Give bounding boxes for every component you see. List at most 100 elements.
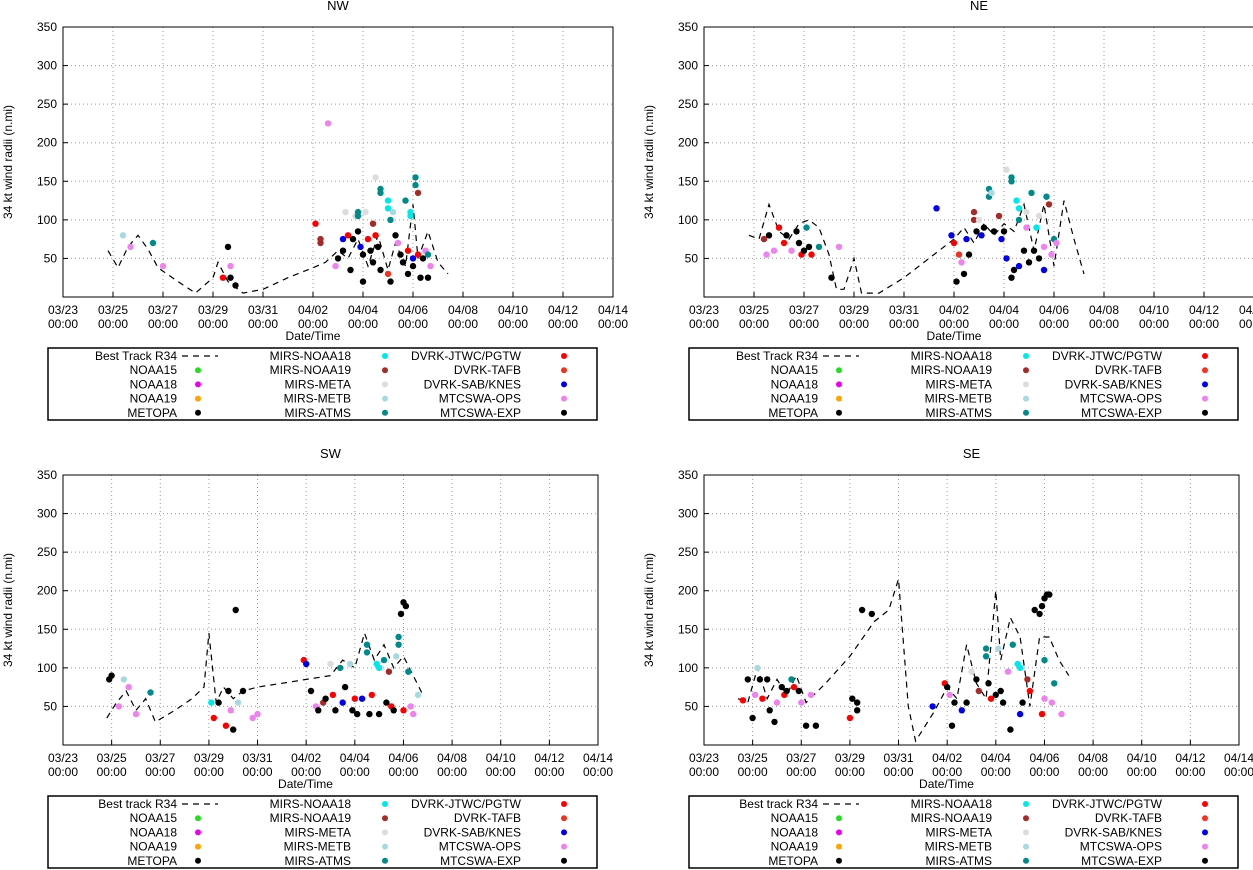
point-mirs-meta	[327, 660, 334, 668]
point-mtcswa-exp	[960, 270, 968, 278]
x-tick-label-time: 00:00	[348, 317, 378, 331]
point-mtcswa-exp	[744, 676, 751, 683]
legend-label: DVRK-SAB/KNES	[424, 825, 521, 839]
point-dvrk-sab-knes	[1016, 710, 1024, 718]
point-mtcswa-exp	[1008, 274, 1015, 281]
point-dvrk-tafb	[384, 270, 392, 278]
legend-marker-mtcswa-exp	[561, 409, 567, 416]
x-tick-label-time: 00:00	[839, 317, 869, 331]
legend-marker-metopa	[195, 409, 201, 416]
point-mtcswa-exp	[392, 232, 399, 239]
point-mtcswa-exp	[756, 676, 764, 683]
legend-marker-dvrk-tafb	[1202, 815, 1208, 822]
x-tick-label-time: 00:00	[498, 317, 528, 331]
legend-box	[688, 795, 1239, 869]
legend-label: MIRS-NOAA18	[911, 349, 993, 363]
x-tick-label-time: 00:00	[1139, 317, 1169, 331]
point-mtcswa-exp	[227, 274, 234, 281]
legend-label: MIRS-NOAA18	[270, 797, 352, 811]
point-dvrk-jtwc-pgtw	[364, 235, 372, 243]
legend-marker-noaa19	[836, 843, 842, 850]
point-dvrk-sab-knes	[948, 232, 955, 239]
point-mirs-atms	[1043, 193, 1050, 200]
legend-marker-mtcswa-exp	[561, 857, 567, 864]
legend-label: METOPA	[768, 406, 818, 420]
y-tick-label: 50	[44, 251, 58, 265]
point-mirs-atms	[395, 633, 402, 641]
x-tick-label-time: 00:00	[298, 317, 328, 331]
point-mtcswa-exp	[307, 687, 315, 695]
point-mirs-atms	[412, 181, 419, 189]
point-dvrk-sab-knes	[1003, 255, 1010, 262]
point-mtcswa-exp	[973, 228, 980, 235]
point-mtcswa-ops	[1048, 699, 1056, 706]
panel-ne: NE5010015020025030035003/2300:0003/2500:…	[642, 0, 1253, 421]
x-tick-label-date: 03/23	[48, 303, 78, 317]
x-tick-label-time: 00:00	[248, 317, 278, 331]
point-mtcswa-exp	[1046, 591, 1053, 598]
point-mirs-meta	[372, 174, 379, 181]
x-tick-label-date: 04/10	[1127, 751, 1157, 765]
x-tick-label-date: 04/06	[388, 751, 418, 765]
point-mirs-noaa18	[1015, 205, 1023, 212]
point-mirs-atms	[982, 645, 990, 652]
legend-label: MIRS-METB	[284, 392, 351, 406]
point-mtcswa-exp	[369, 259, 377, 266]
legend-marker-mirs-meta	[382, 829, 388, 836]
point-mirs-noaa19	[317, 239, 324, 247]
y-tick-label: 200	[678, 584, 698, 598]
legend-label: MIRS-ATMS	[926, 854, 992, 868]
legend-marker-dvrk-sab-knes	[561, 381, 567, 388]
x-tick-label-date: 04/02	[298, 303, 328, 317]
point-mtcswa-ops	[1023, 224, 1030, 231]
point-mtcswa-ops	[115, 703, 123, 710]
legend-marker-dvrk-tafb	[561, 815, 567, 822]
point-dvrk-jtwc-pgtw	[414, 251, 422, 258]
legend-marker-mirs-atms	[1023, 857, 1029, 864]
point-mtcswa-exp	[953, 278, 960, 285]
y-tick-label: 250	[37, 545, 57, 559]
point-mtcswa-ops	[227, 262, 234, 270]
point-mirs-atms	[1009, 641, 1016, 648]
point-mtcswa-exp	[239, 687, 247, 695]
x-tick-label-time: 00:00	[243, 765, 273, 779]
legend-box	[47, 795, 598, 869]
point-mirs-noaa18	[1013, 197, 1020, 204]
point-dvrk-jtwc-pgtw	[759, 695, 766, 702]
point-mirs-meta	[1003, 166, 1010, 173]
x-tick-label-date: 04/06	[1039, 303, 1069, 317]
y-axis-label: 34 kt wind radii (n.mi)	[1, 553, 15, 667]
point-dvrk-sab-knes	[339, 235, 347, 243]
point-mtcswa-exp	[766, 707, 773, 714]
legend-label: MIRS-META	[926, 377, 992, 391]
legend-marker-dvrk-jtwc-pgtw	[1202, 353, 1208, 359]
point-mtcswa-exp	[347, 266, 354, 274]
x-tick-label-time: 00:00	[448, 317, 478, 331]
x-tick-label-date: 03/29	[194, 751, 224, 765]
x-tick-label-time: 00:00	[789, 317, 819, 331]
point-dvrk-jtwc-pgtw	[351, 695, 358, 702]
x-tick-label-date: 04/12	[534, 751, 564, 765]
panel-se: SE5010015020025030035003/2300:0003/2500:…	[642, 446, 1253, 869]
legend-marker-mtcswa-ops	[1202, 395, 1208, 402]
point-dvrk-jtwc-pgtw	[368, 691, 375, 699]
point-mtcswa-exp	[944, 683, 951, 691]
point-mirs-atms	[387, 216, 394, 224]
legend-marker-noaa15	[836, 815, 842, 822]
point-mtcswa-exp	[948, 722, 956, 729]
x-tick-label-time: 00:00	[981, 765, 1011, 779]
point-mirs-noaa19	[369, 220, 377, 227]
legend-box	[47, 347, 598, 421]
legend-label: DVRK-SAB/KNES	[1065, 825, 1162, 839]
legend-label: NOAA15	[130, 811, 178, 825]
point-mtcswa-ops	[773, 699, 781, 706]
legend-marker-mirs-noaa19	[382, 815, 388, 822]
x-tick-label-date: 04/12	[1175, 751, 1205, 765]
y-tick-label: 100	[37, 213, 57, 227]
x-tick-label-time: 00:00	[689, 765, 719, 779]
x-tick-label-time: 00:00	[194, 765, 224, 779]
point-mirs-metb	[754, 664, 761, 672]
x-tick-label-time: 00:00	[145, 765, 175, 779]
point-dvrk-jtwc-pgtw	[808, 251, 815, 258]
